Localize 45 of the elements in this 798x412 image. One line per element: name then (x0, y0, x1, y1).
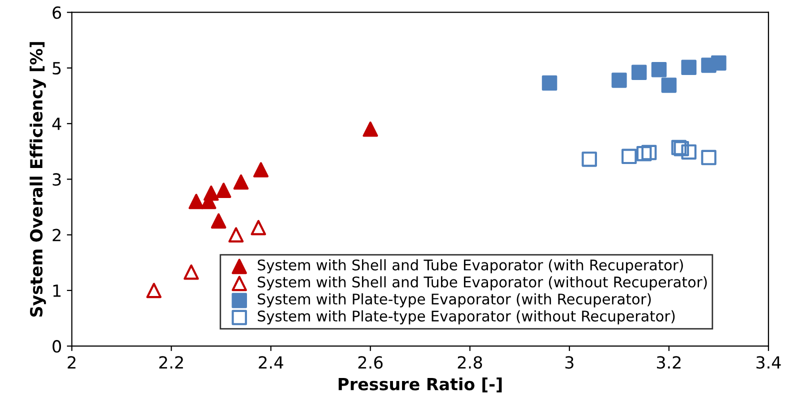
point (250, 220, 266, 236)
x-tick-label: 3.2 (656, 356, 681, 369)
point (651, 62, 667, 78)
point (631, 64, 647, 80)
legend-label: System with Shell and Tube Evaporator (with Recuperator) (258, 259, 683, 274)
y-tick-label: 6 (52, 6, 62, 19)
x-tick-label: 2.6 (358, 356, 383, 369)
y-tick-label: 5 (52, 62, 61, 75)
point (681, 144, 696, 160)
point (228, 227, 244, 242)
y-tick-label: 0 (52, 340, 61, 353)
x-axis-title: Pressure Ratio [-] (338, 377, 502, 392)
point (681, 60, 696, 76)
point (188, 194, 204, 210)
y-tick-label: 4 (52, 118, 62, 130)
point (210, 213, 226, 229)
y-axis-title: System Overall Efficiency [%] (30, 42, 46, 317)
legend-label: System with Shell and Tube Evaporator (without Recuperator) (258, 276, 707, 290)
point (636, 146, 652, 162)
point (216, 182, 232, 198)
point (184, 264, 199, 280)
point (362, 122, 378, 137)
point (622, 148, 637, 164)
point (204, 185, 219, 201)
point (253, 162, 269, 178)
y-tick-label: 2 (52, 228, 60, 242)
point (701, 150, 716, 166)
point (233, 174, 249, 190)
point (582, 152, 597, 167)
y-tick-label: 1 (53, 284, 61, 297)
x-tick-label: 2.2 (159, 356, 183, 368)
legend-label: System with Plate-type Evaporator (without Recuperator) (258, 310, 675, 324)
point (146, 282, 162, 298)
point (711, 55, 726, 71)
point (661, 78, 677, 93)
x-tick-label: 2 (68, 356, 76, 368)
y-tick-label: 3 (52, 173, 61, 186)
x-tick-label: 3 (565, 356, 574, 369)
legend-label: System with Plate-type Evaporator (with Recuperator) (258, 293, 651, 308)
x-tick-label: 2.8 (458, 356, 482, 369)
point (612, 72, 627, 88)
point (641, 144, 657, 160)
x-tick-label: 3.4 (756, 356, 781, 369)
x-tick-label: 2.4 (258, 356, 284, 368)
point (542, 75, 558, 91)
